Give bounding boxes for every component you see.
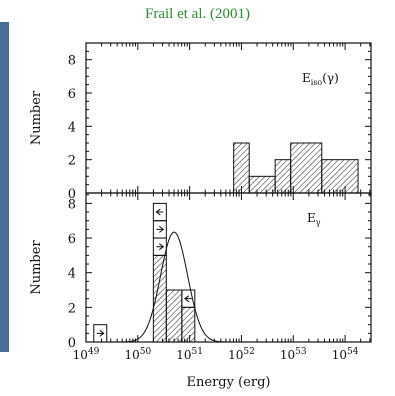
y-axis-label: Number [29, 240, 44, 295]
histogram-bar-1 [233, 142, 250, 194]
y-tick-label: 4 [68, 267, 76, 282]
limit-arrow-3 [156, 225, 165, 233]
limit-arrow-2 [156, 243, 165, 251]
panel-label: Eγ [307, 211, 321, 227]
histogram-bar-2 [248, 175, 276, 194]
citation-title: Frail et al. (2001) [145, 6, 250, 22]
top-panel: 0 2 4 6 8 Number Eiso(γ) [29, 42, 372, 202]
side-accent-bar [0, 22, 9, 352]
y-tick-label: 6 [68, 232, 76, 247]
y-tick-label: 6 [68, 87, 76, 102]
x-tick-label: 1053 [280, 347, 307, 362]
y-tick-label: 0 [68, 336, 76, 351]
x-tick-label: 1052 [228, 347, 255, 362]
y-tick-label: 2 [68, 301, 76, 316]
y-tick-label: 8 [68, 54, 76, 69]
plot-frame [85, 192, 372, 343]
histogram-bar-5 [321, 159, 359, 194]
x-tick-label: 1054 [332, 347, 359, 362]
histogram-bar-3 [181, 306, 196, 343]
limit-arrow-4 [155, 208, 164, 216]
x-tick-label: 1049 [73, 347, 100, 362]
y-tick-label: 8 [68, 197, 76, 212]
limit-box-5 [181, 289, 196, 308]
y-axis-label: Number [29, 90, 44, 145]
histogram-bar-2 [165, 289, 183, 343]
x-tick-label: 1050 [124, 347, 151, 362]
x-axis-label: Energy (erg) [187, 375, 271, 390]
limit-box-4 [152, 202, 167, 222]
y-tick-label: 4 [68, 120, 76, 135]
panel-label: Eiso(γ) [302, 71, 339, 87]
limit-arrow-1 [96, 329, 105, 337]
histogram-bar-3 [274, 159, 292, 194]
bottom-panel: 0 2 4 6 8 1049 1050 1051 1052 1053 1054 Number Eγ Ene… [29, 192, 372, 390]
x-tick-label: 1051 [176, 347, 203, 362]
histogram-bar-4 [290, 142, 323, 194]
limit-arrow-5 [184, 295, 192, 303]
y-tick-label: 0 [68, 187, 76, 202]
y-tick-label: 2 [68, 154, 76, 169]
